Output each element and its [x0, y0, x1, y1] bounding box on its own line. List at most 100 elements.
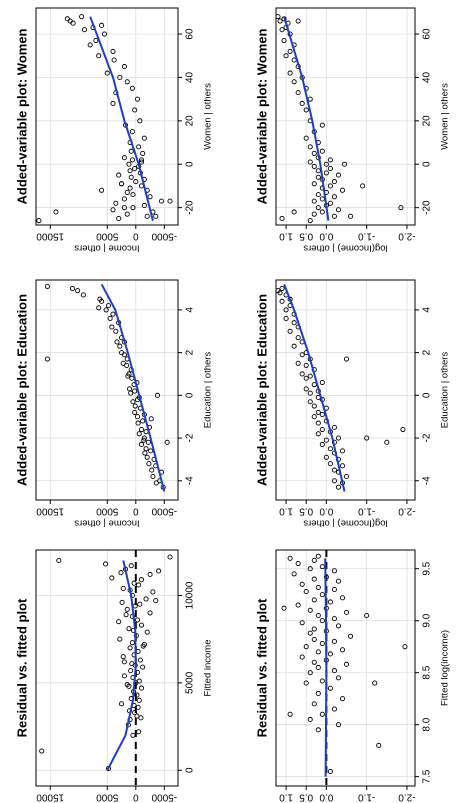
x-tick-label: 0 [422, 392, 433, 398]
data-point [119, 599, 125, 605]
x-tick-label: 0 [185, 392, 196, 398]
data-point [136, 678, 142, 684]
data-point [331, 616, 337, 622]
data-point [79, 14, 85, 20]
data-point [311, 659, 317, 665]
data-point [311, 557, 317, 563]
panel-2: -4 -2 0 2 4 -5000 0 5000 15000 Education | others… [15, 279, 214, 529]
data-point [103, 307, 109, 313]
data-point [104, 70, 110, 76]
data-point [56, 557, 62, 564]
data-point [158, 198, 165, 204]
data-point [142, 450, 148, 456]
data-point [101, 31, 107, 37]
data-point [144, 454, 150, 460]
x-axis-label: Women | others [203, 83, 214, 150]
data-point [303, 107, 309, 113]
data-point [311, 150, 317, 156]
y-tick-label: 5000 [96, 792, 119, 803]
data-point [335, 675, 341, 681]
data-point [110, 207, 116, 213]
data-point [141, 202, 147, 209]
data-point [130, 399, 136, 405]
data-point [277, 290, 283, 296]
data-point [319, 148, 325, 154]
data-point [283, 315, 289, 321]
data-point [335, 722, 341, 728]
y-tick-label: 15000 [36, 792, 64, 803]
data-point [307, 716, 313, 723]
data-point [138, 426, 145, 433]
data-point [311, 198, 317, 204]
data-point [299, 371, 305, 377]
data-point [339, 187, 346, 193]
data-point [327, 157, 333, 163]
data-point [126, 161, 132, 167]
data-point [339, 595, 346, 601]
y-tick-label: 0 [133, 231, 139, 242]
data-point [295, 18, 301, 24]
data-point [327, 446, 333, 452]
data-point [291, 320, 297, 326]
x-tick-label: 5000 [185, 671, 196, 694]
data-point [144, 629, 150, 635]
data-point [303, 680, 309, 686]
data-point [141, 135, 147, 141]
data-point [307, 390, 313, 396]
data-point [167, 554, 173, 560]
data-point [114, 339, 120, 345]
y-axis-label: log(Income) | others [303, 518, 388, 529]
data-point [311, 597, 317, 603]
x-tick-label: 4 [422, 307, 433, 313]
data-point [307, 373, 313, 379]
data-point [287, 70, 293, 76]
data-point [335, 623, 341, 629]
data-point [141, 437, 147, 443]
data-point [126, 371, 132, 377]
data-point [364, 435, 370, 441]
data-point [147, 610, 153, 616]
data-point [347, 633, 354, 639]
data-point [331, 568, 337, 574]
data-point [117, 636, 123, 642]
data-point [341, 161, 348, 167]
data-point [303, 135, 309, 141]
data-point [303, 375, 309, 381]
data-point [124, 189, 130, 195]
y-axis-label: Income | others [74, 243, 140, 254]
data-point [311, 626, 317, 632]
data-point [331, 706, 337, 712]
data-point [124, 211, 130, 217]
data-point [315, 649, 321, 655]
x-tick-label: -4 [185, 476, 196, 485]
data-point [311, 636, 317, 642]
data-point [136, 729, 142, 735]
data-point [327, 461, 333, 467]
data-point [331, 638, 337, 645]
data-point [117, 74, 123, 80]
data-point [136, 697, 142, 703]
data-point [121, 64, 127, 70]
y-tick-label: 5000 [96, 506, 119, 517]
data-point [150, 589, 156, 595]
data-point [279, 285, 285, 292]
y-tick-label: 15000 [36, 231, 64, 242]
panel-6: -20 0 20 40 60 -2.0 -1.0 0.0 0.5 1.0 Women | other… [255, 7, 451, 254]
data-point [136, 431, 142, 437]
x-tick-label: 9.5 [422, 561, 433, 575]
data-point [148, 416, 154, 422]
data-point [398, 205, 404, 211]
x-tick-label: 10000 [185, 581, 196, 609]
data-point [156, 568, 162, 574]
data-point [287, 555, 293, 561]
data-point [137, 601, 143, 607]
data-point [64, 16, 70, 22]
data-point [127, 645, 133, 651]
data-point [307, 96, 313, 102]
y-tick-label: 0 [133, 506, 139, 517]
data-point [323, 454, 329, 460]
data-point [315, 584, 321, 590]
data-point [130, 205, 136, 211]
data-point [295, 360, 301, 366]
x-tick-label: 20 [185, 115, 196, 127]
